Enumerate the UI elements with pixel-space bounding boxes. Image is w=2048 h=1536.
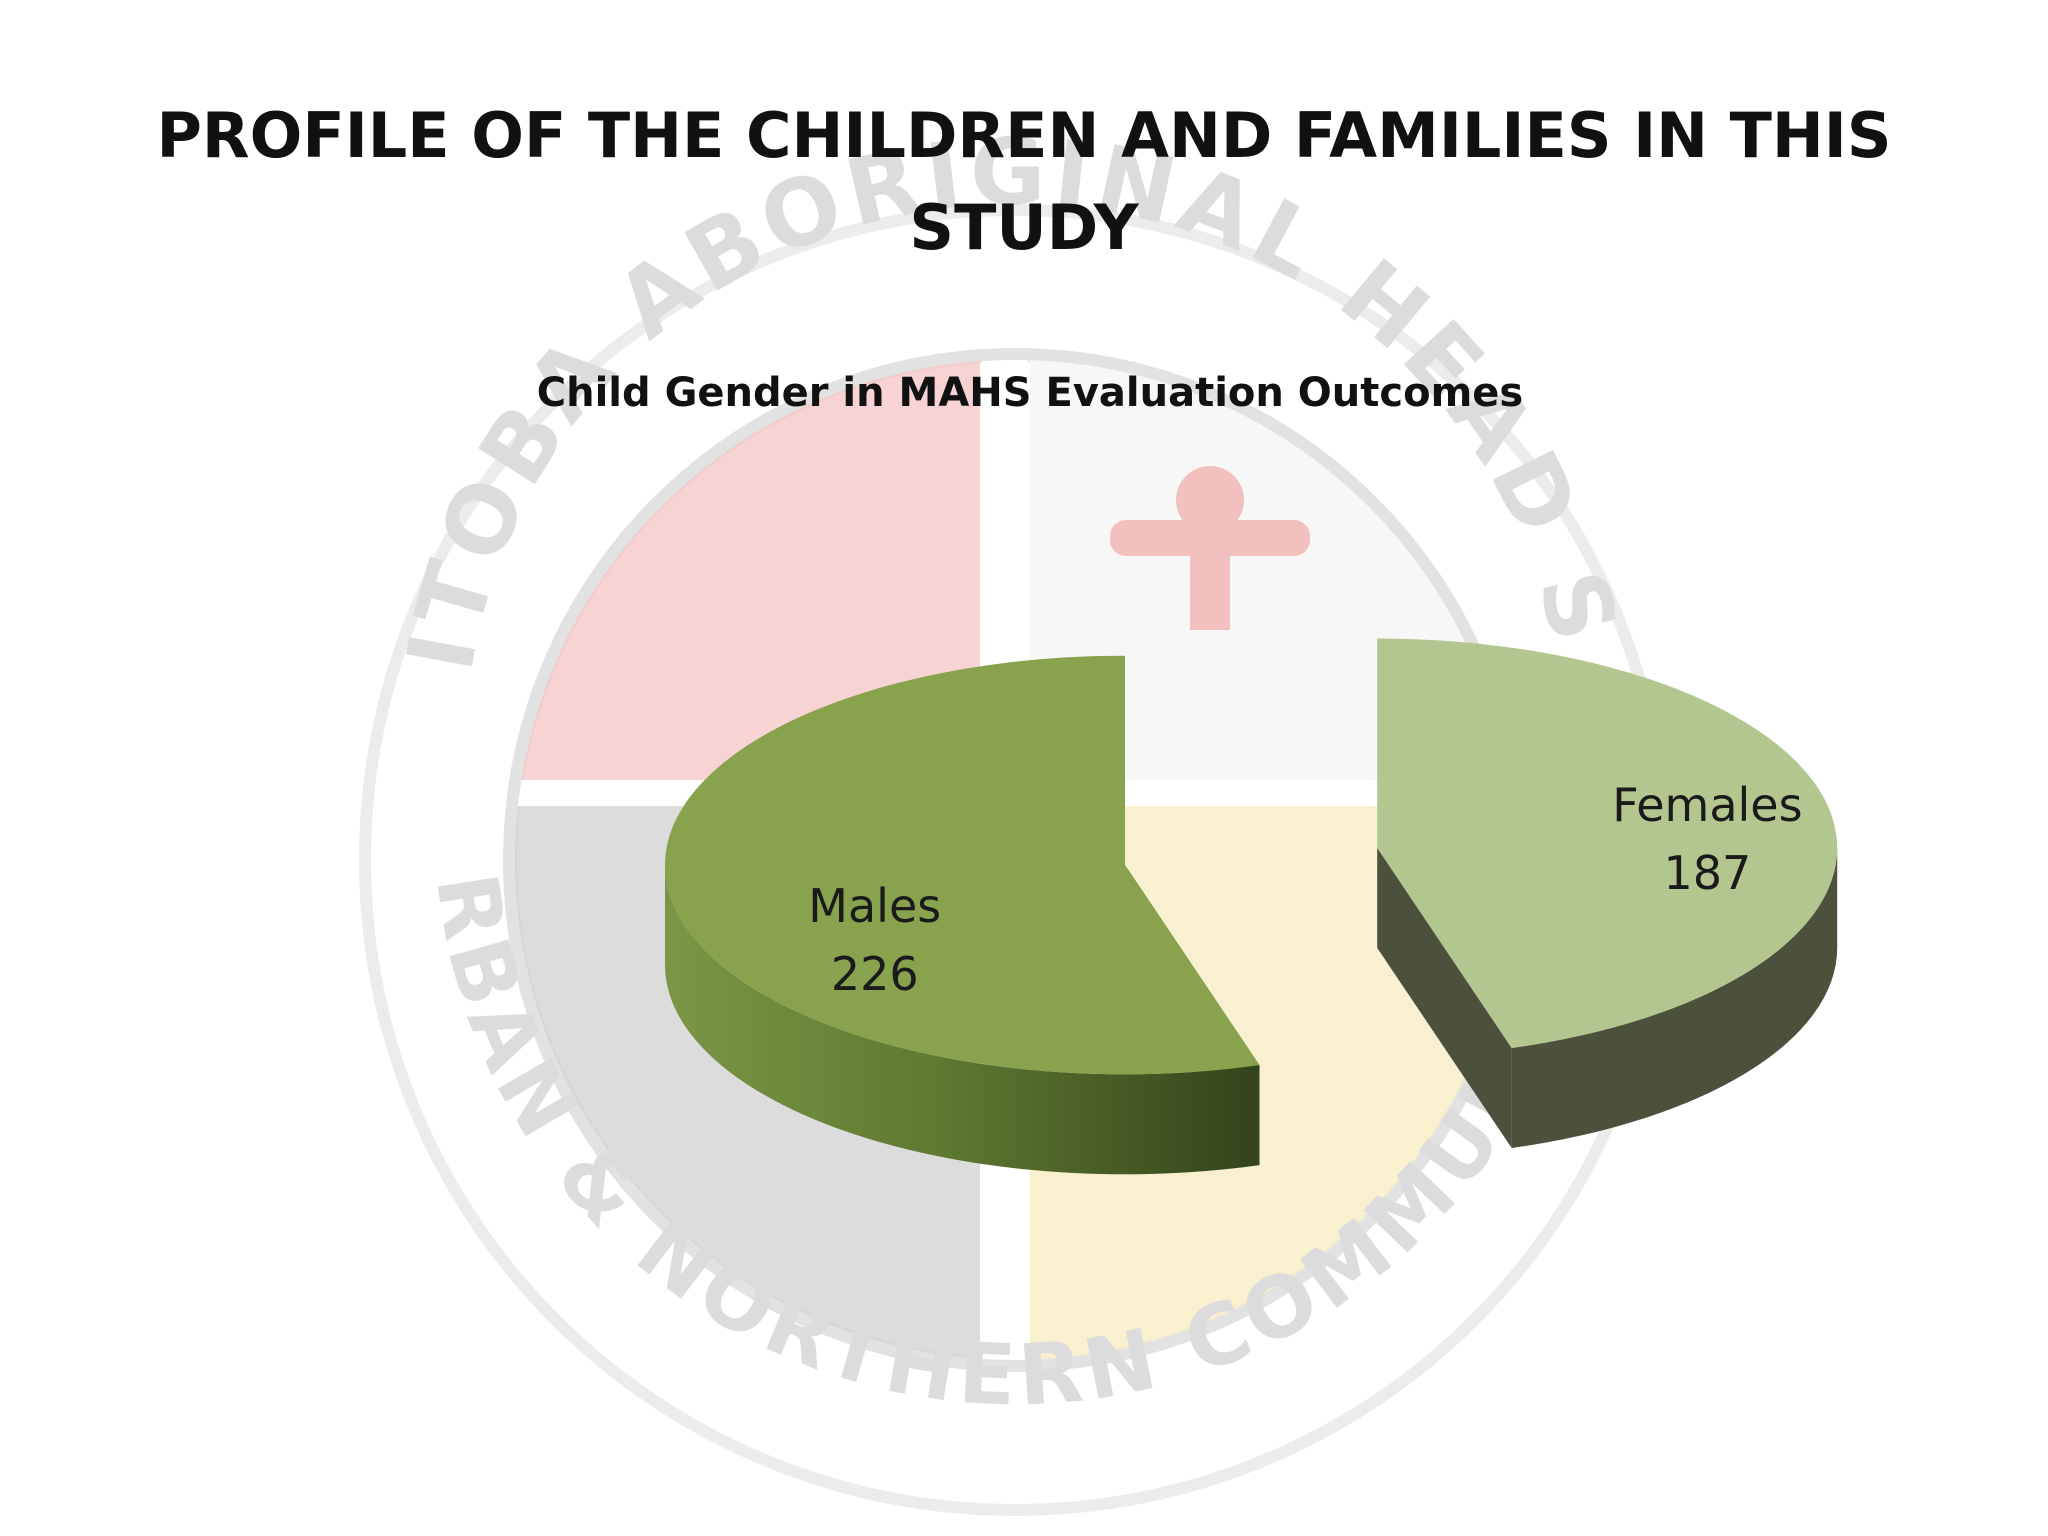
slide-title: PROFILE OF THE CHILDREN AND FAMILIES IN … — [156, 99, 1892, 264]
slice-value-males: 226 — [831, 947, 919, 1001]
pie-slice-females — [1377, 638, 1838, 1149]
slice-value-females: 187 — [1664, 846, 1752, 900]
pie-labels: Females 187 Males 226 — [808, 778, 1802, 1001]
pie-slices — [665, 638, 1838, 1175]
slice-label-females: Females — [1612, 778, 1802, 832]
pie-slice-males — [665, 655, 1260, 1175]
slice-label-males: Males — [808, 879, 941, 933]
watermark-figure-icon — [1110, 466, 1310, 630]
chart-title: Child Gender in MAHS Evaluation Outcomes — [536, 370, 1524, 416]
